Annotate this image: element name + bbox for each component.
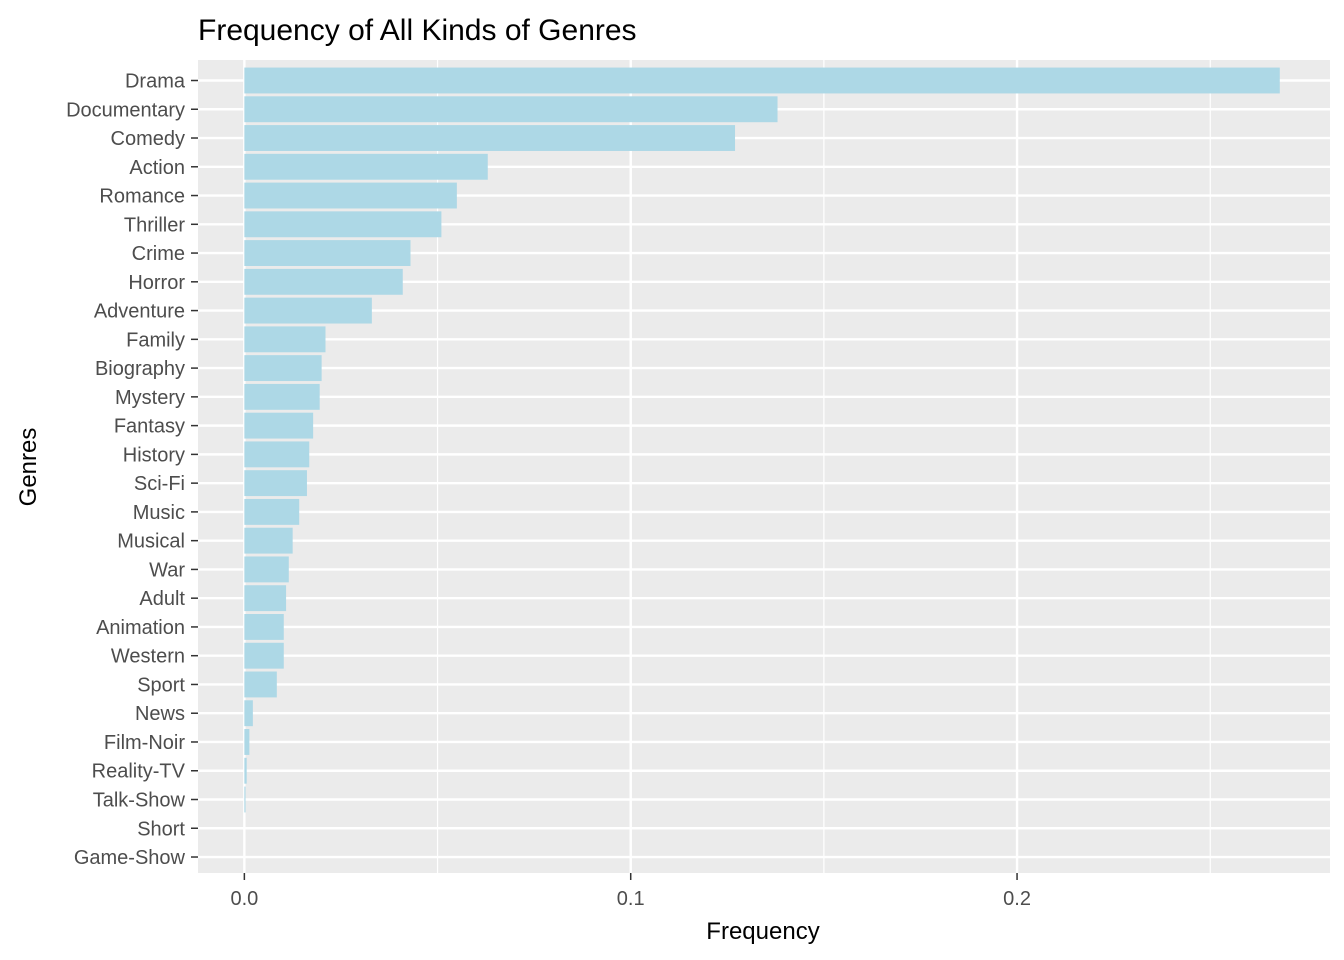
y-tick-label: Crime xyxy=(132,243,185,265)
y-tick-label: Animation xyxy=(96,617,185,639)
y-tick-label: Mystery xyxy=(115,387,185,409)
bar-sci-fi xyxy=(244,470,307,497)
bar-western xyxy=(244,642,284,669)
x-tick-label: 0.2 xyxy=(1003,888,1031,910)
bar-family xyxy=(244,326,326,353)
y-tick-label: History xyxy=(123,444,185,466)
y-tick-label: Sport xyxy=(137,674,185,696)
bars xyxy=(244,67,1280,813)
y-tick-label: Family xyxy=(126,329,185,351)
y-tick-label: Documentary xyxy=(66,99,185,121)
x-axis: 0.0 0.1 0.2 xyxy=(230,873,1031,910)
y-tick-label: Film-Noir xyxy=(104,732,185,754)
x-tick-label: 0.1 xyxy=(617,888,645,910)
y-tick-label: War xyxy=(149,559,185,581)
bar-news xyxy=(244,700,253,727)
y-tick-label: Drama xyxy=(125,71,186,93)
bar-animation xyxy=(244,613,284,640)
y-tick-label: Thriller xyxy=(124,214,185,236)
y-tick-label: Western xyxy=(111,646,185,668)
y-tick-label: Adventure xyxy=(94,301,185,323)
y-axis-title: Genres xyxy=(15,428,42,507)
y-tick-label: Music xyxy=(133,502,185,524)
y-tick-label: Biography xyxy=(95,358,185,380)
plot-panel xyxy=(198,60,1330,873)
bar-horror xyxy=(244,268,403,295)
y-axis: Drama Documentary Comedy Action Romance Thril… xyxy=(66,71,198,869)
bar-thriller xyxy=(244,211,442,238)
bar-musical xyxy=(244,527,293,554)
y-tick-label: Romance xyxy=(99,186,185,208)
bar-talk-show xyxy=(244,786,246,813)
bar-sport xyxy=(244,671,277,698)
bar-action xyxy=(244,153,488,180)
y-tick-label: Horror xyxy=(128,272,185,294)
bar-film-noir xyxy=(244,729,250,755)
bar-comedy xyxy=(244,125,736,151)
bar-crime xyxy=(244,240,411,267)
bar-adult xyxy=(244,585,287,612)
bar-adventure xyxy=(244,297,372,324)
y-tick-label: Reality-TV xyxy=(92,761,186,783)
x-axis-title: Frequency xyxy=(706,918,819,945)
bar-mystery xyxy=(244,383,320,410)
y-tick-label: Comedy xyxy=(111,128,185,150)
y-tick-label: Musical xyxy=(117,531,185,553)
y-tick-label: News xyxy=(135,703,185,725)
bar-biography xyxy=(244,355,322,382)
y-tick-label: Short xyxy=(137,818,185,840)
bar-music xyxy=(244,498,300,525)
y-tick-label: Action xyxy=(129,157,185,179)
bar-documentary xyxy=(244,96,778,123)
bar-drama xyxy=(244,67,1280,94)
chart-title: Frequency of All Kinds of Genres xyxy=(198,14,637,47)
bar-reality-tv xyxy=(244,757,247,784)
bar-fantasy xyxy=(244,412,314,439)
y-tick-label: Fantasy xyxy=(114,416,185,438)
bar-war xyxy=(244,556,289,583)
bar-romance xyxy=(244,182,457,209)
y-tick-label: Sci-Fi xyxy=(134,473,185,495)
y-tick-label: Adult xyxy=(139,588,185,610)
y-tick-label: Game-Show xyxy=(74,847,186,869)
bar-history xyxy=(244,441,310,468)
x-tick-label: 0.0 xyxy=(230,888,258,910)
y-tick-label: Talk-Show xyxy=(93,790,186,812)
